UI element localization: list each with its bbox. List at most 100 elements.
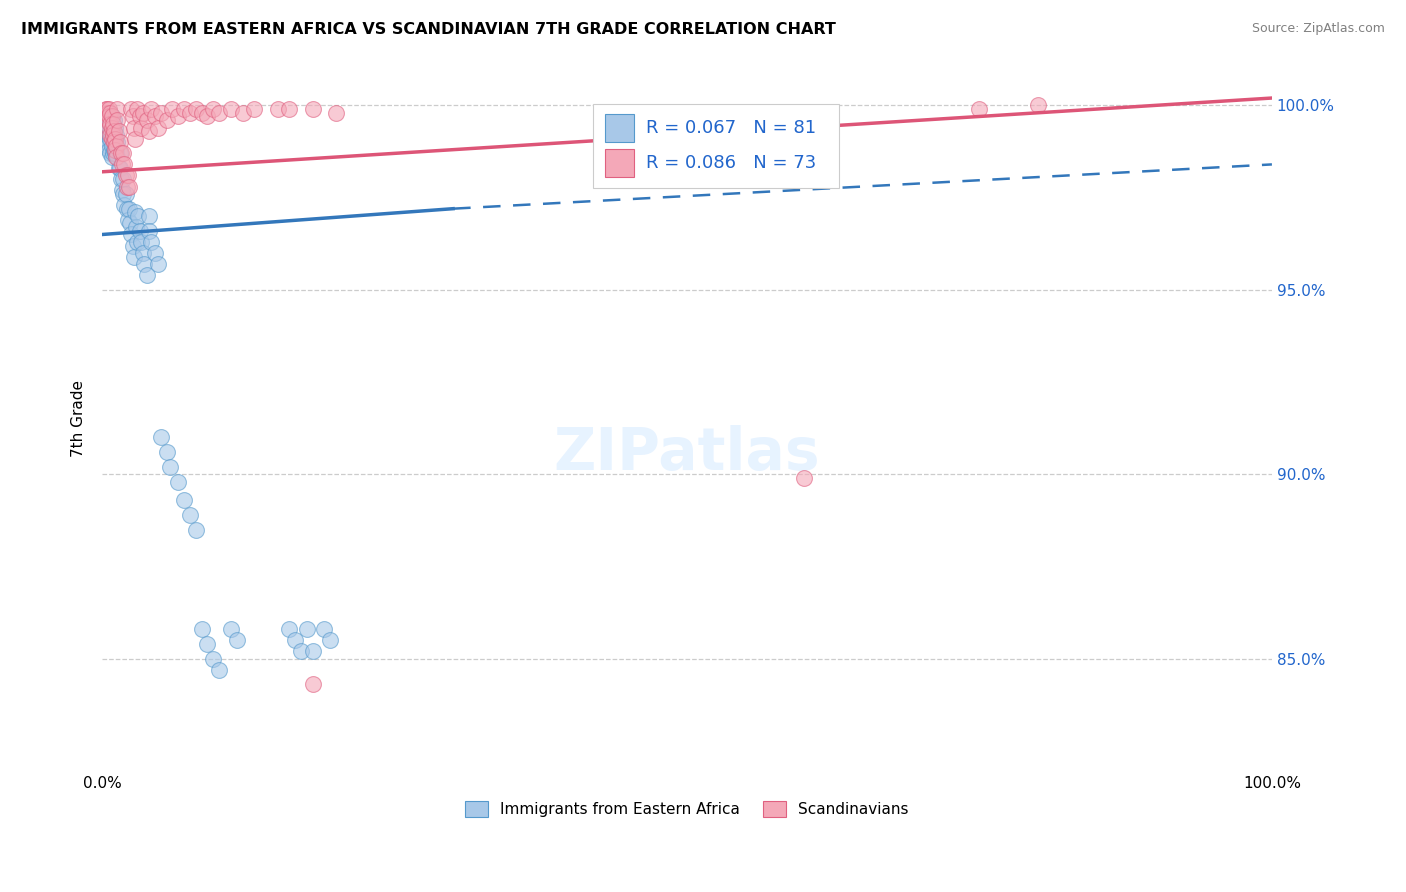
Point bbox=[138, 124, 160, 138]
Point bbox=[97, 139, 120, 153]
Point bbox=[197, 637, 219, 651]
Point bbox=[162, 102, 184, 116]
Point bbox=[219, 102, 242, 116]
Point bbox=[94, 102, 117, 116]
Point bbox=[107, 102, 129, 116]
Point bbox=[202, 102, 225, 116]
Point bbox=[314, 622, 336, 636]
Point bbox=[167, 110, 190, 124]
Point bbox=[284, 633, 307, 648]
Point bbox=[128, 110, 150, 124]
Point bbox=[129, 235, 152, 249]
Point bbox=[103, 143, 125, 157]
Point bbox=[108, 161, 131, 175]
Point bbox=[120, 216, 142, 230]
Point bbox=[100, 117, 122, 131]
Point bbox=[149, 105, 172, 120]
Point bbox=[184, 523, 207, 537]
Legend: Immigrants from Eastern Africa, Scandinavians: Immigrants from Eastern Africa, Scandina… bbox=[457, 794, 917, 825]
Point bbox=[117, 169, 139, 183]
Point bbox=[115, 179, 138, 194]
Text: IMMIGRANTS FROM EASTERN AFRICA VS SCANDINAVIAN 7TH GRADE CORRELATION CHART: IMMIGRANTS FROM EASTERN AFRICA VS SCANDI… bbox=[21, 22, 837, 37]
Point bbox=[143, 246, 166, 260]
Point bbox=[105, 143, 128, 157]
Point bbox=[104, 136, 127, 150]
Point bbox=[93, 124, 115, 138]
Point bbox=[121, 110, 143, 124]
Point bbox=[134, 257, 156, 271]
Point bbox=[114, 186, 136, 201]
Point bbox=[301, 677, 323, 691]
Point bbox=[135, 268, 157, 282]
Point bbox=[107, 113, 129, 128]
Point bbox=[120, 102, 142, 116]
Point bbox=[208, 105, 231, 120]
Point bbox=[115, 202, 138, 216]
Point bbox=[155, 113, 177, 128]
Point bbox=[100, 146, 122, 161]
Point bbox=[100, 131, 122, 145]
Point bbox=[110, 172, 132, 186]
Point bbox=[111, 183, 134, 197]
Point bbox=[94, 136, 117, 150]
Point bbox=[105, 128, 128, 142]
Point bbox=[107, 161, 129, 175]
Text: ZIPatlas: ZIPatlas bbox=[554, 425, 820, 483]
Point bbox=[295, 622, 318, 636]
Point bbox=[325, 105, 347, 120]
Point bbox=[319, 633, 342, 648]
Point bbox=[97, 113, 120, 128]
Point bbox=[98, 110, 121, 124]
Text: R = 0.086   N = 73: R = 0.086 N = 73 bbox=[647, 154, 817, 172]
Point bbox=[100, 105, 122, 120]
Point bbox=[117, 212, 139, 227]
Point bbox=[111, 157, 134, 171]
Point bbox=[138, 209, 160, 223]
Point bbox=[100, 131, 122, 145]
Point bbox=[112, 146, 135, 161]
Point bbox=[103, 113, 125, 128]
Point bbox=[93, 105, 115, 120]
Point bbox=[148, 120, 170, 135]
Point bbox=[97, 110, 120, 124]
Point bbox=[108, 136, 131, 150]
Point bbox=[98, 120, 121, 135]
Point bbox=[118, 179, 141, 194]
Point bbox=[110, 146, 132, 161]
Point bbox=[98, 128, 121, 142]
Point bbox=[128, 224, 150, 238]
Point bbox=[104, 131, 127, 145]
Point bbox=[100, 150, 122, 164]
Point bbox=[167, 475, 190, 489]
Bar bbox=[605, 114, 634, 142]
Point bbox=[969, 102, 991, 116]
Point bbox=[100, 117, 122, 131]
Point bbox=[125, 220, 148, 235]
Point bbox=[129, 120, 152, 135]
FancyBboxPatch shape bbox=[593, 103, 839, 187]
Point bbox=[266, 102, 288, 116]
Point bbox=[114, 198, 136, 212]
Point bbox=[114, 169, 136, 183]
Point bbox=[103, 136, 125, 150]
Point bbox=[100, 120, 122, 135]
Point bbox=[208, 663, 231, 677]
Point bbox=[104, 120, 127, 135]
Point bbox=[159, 459, 181, 474]
Point bbox=[121, 238, 143, 252]
Point bbox=[232, 105, 254, 120]
Point bbox=[112, 172, 135, 186]
Point bbox=[278, 622, 301, 636]
Point bbox=[138, 224, 160, 238]
Point bbox=[225, 633, 247, 648]
Point bbox=[179, 508, 201, 522]
Point bbox=[101, 120, 124, 135]
Point bbox=[132, 105, 155, 120]
Point bbox=[132, 246, 155, 260]
Point bbox=[96, 102, 118, 116]
Point bbox=[301, 102, 323, 116]
Point bbox=[98, 143, 121, 157]
Point bbox=[190, 622, 212, 636]
Point bbox=[100, 124, 122, 138]
Point bbox=[127, 209, 149, 223]
